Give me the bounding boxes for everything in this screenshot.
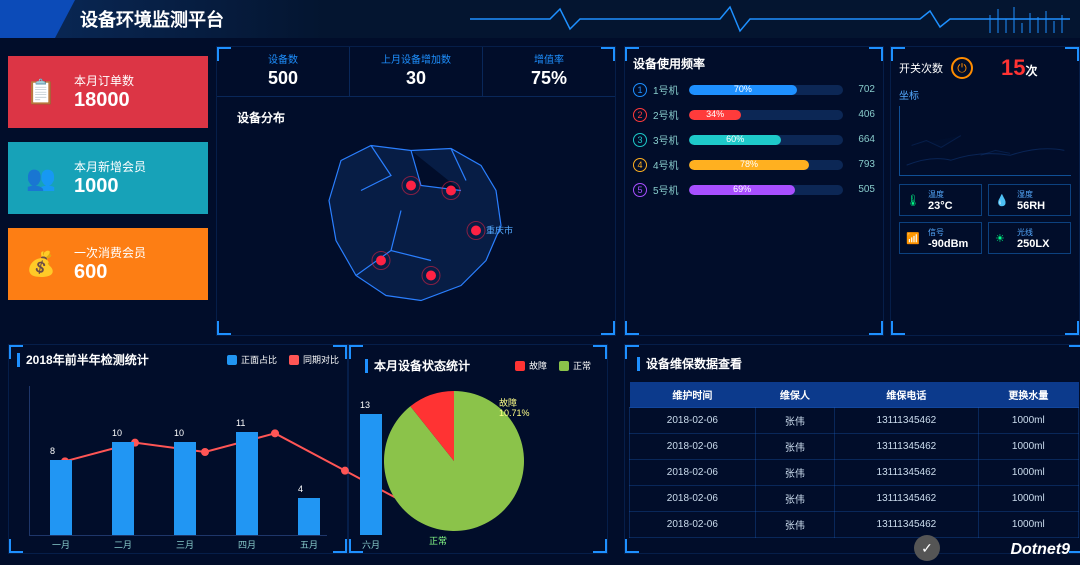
table-row[interactable]: 2018-02-06张伟131113454621000ml <box>630 434 1079 460</box>
env-1: 💧湿度56RH <box>988 184 1071 216</box>
watermark: Dotnet9 <box>1010 541 1070 559</box>
header: 设备环境监测平台 <box>0 0 1080 38</box>
kpi-2: 增值率75% <box>483 47 615 96</box>
center-panel: 设备数500上月设备增加数30增值率75% 设备分布 重庆市 <box>216 46 616 336</box>
svg-text:10.71%: 10.71% <box>499 408 530 418</box>
power-icon[interactable]: ⏻ <box>951 57 973 79</box>
env-2: 📶信号-90dBm <box>899 222 982 254</box>
table-row[interactable]: 2018-02-06张伟131113454621000ml <box>630 408 1079 434</box>
env-3: ☀光线250LX <box>988 222 1071 254</box>
bar-chart: 8一月10二月10三月11四月4五月13六月 <box>29 386 327 536</box>
coord-label: 坐标 <box>899 87 1071 102</box>
bar-1: 10二月 <box>112 442 134 535</box>
table-title: 设备维保数据查看 <box>646 355 742 372</box>
bar-3: 11四月 <box>236 432 258 535</box>
stat-cards: 📋本月订单数18000 👥本月新增会员1000 💰一次消费会员600 <box>8 46 208 336</box>
usage-item-2: 33号机60%664 <box>633 132 875 147</box>
svg-text:重庆市: 重庆市 <box>486 225 513 236</box>
svg-text:正常: 正常 <box>429 535 447 546</box>
env-0: 🌡温度23°C <box>899 184 982 216</box>
switch-label: 开关次数 <box>899 60 943 76</box>
stat-card-0[interactable]: 📋本月订单数18000 <box>8 56 208 128</box>
bar-4: 4五月 <box>298 498 320 535</box>
stat-card-1[interactable]: 👥本月新增会员1000 <box>8 142 208 214</box>
pie-chart: 故障10.71%正常89.29% <box>369 376 539 546</box>
bottom-row: 2018年前半年检测统计 正面占比同期对比 8一月 10二月 10三月 11四月 4五月… <box>8 344 616 554</box>
env-grid: 🌡温度23°C💧湿度56RH📶信号-90dBm☀光线250LX <box>899 184 1071 254</box>
coord-chart <box>899 106 1071 176</box>
usage-item-4: 55号机69%505 <box>633 182 875 197</box>
svg-text:故障: 故障 <box>499 397 517 408</box>
bar-legend: 正面占比同期对比 <box>227 353 339 366</box>
usage-item-0: 11号机70%702 <box>633 82 875 97</box>
table-row[interactable]: 2018-02-06张伟131113454621000ml <box>630 486 1079 512</box>
bar-chart-panel: 2018年前半年检测统计 正面占比同期对比 8一月 10二月 10三月 11四月 4五月… <box>8 344 348 554</box>
right-panel: 设备使用频率 11号机70%702 22号机34%406 33号机60%664 44号… <box>624 46 1080 336</box>
money-icon: 💰 <box>20 243 62 285</box>
usage-title: 设备使用频率 <box>633 55 705 72</box>
table-row[interactable]: 2018-02-06张伟131113454621000ml <box>630 512 1079 538</box>
bar-0: 8一月 <box>50 460 72 535</box>
maintenance-table: 维护时间维保人维保电话更换水量 2018-02-06张伟131113454621… <box>629 382 1079 538</box>
bar-chart-title: 2018年前半年检测统计 <box>26 351 149 368</box>
clipboard-icon: 📋 <box>20 71 62 113</box>
wechat-icon: ✓ <box>914 535 940 561</box>
pie-legend: 故障正常 <box>515 359 591 372</box>
map-area: 设备分布 重庆市 <box>217 97 615 335</box>
map-svg: 重庆市 <box>301 131 531 321</box>
kpi-1: 上月设备增加数30 <box>350 47 483 96</box>
kpi-0: 设备数500 <box>217 47 350 96</box>
table-panel: 设备维保数据查看 维护时间维保人维保电话更换水量 2018-02-06张伟131… <box>624 344 1080 554</box>
stat-card-2[interactable]: 💰一次消费会员600 <box>8 228 208 300</box>
usage-item-1: 22号机34%406 <box>633 107 875 122</box>
usage-panel: 设备使用频率 11号机70%702 22号机34%406 33号机60%664 44号… <box>624 46 884 336</box>
table-row[interactable]: 2018-02-06张伟131113454621000ml <box>630 460 1079 486</box>
map-title: 设备分布 <box>237 109 607 126</box>
kpi-row: 设备数500上月设备增加数30增值率75% <box>217 47 615 97</box>
pie-title: 本月设备状态统计 <box>374 357 470 374</box>
usage-item-3: 44号机78%793 <box>633 157 875 172</box>
ekg-decoration <box>470 5 1070 33</box>
page-title: 设备环境监测平台 <box>80 6 224 32</box>
bar-2: 10三月 <box>174 442 196 535</box>
pie-panel: 本月设备状态统计 故障正常 故障10.71%正常89.29% <box>348 344 608 554</box>
users-icon: 👥 <box>20 157 62 199</box>
switch-panel: 开关次数 ⏻ 15次 坐标 🌡温度23°C💧湿度56RH📶信号-90dBm☀光线… <box>890 46 1080 336</box>
switch-count: 15 <box>1001 55 1025 80</box>
